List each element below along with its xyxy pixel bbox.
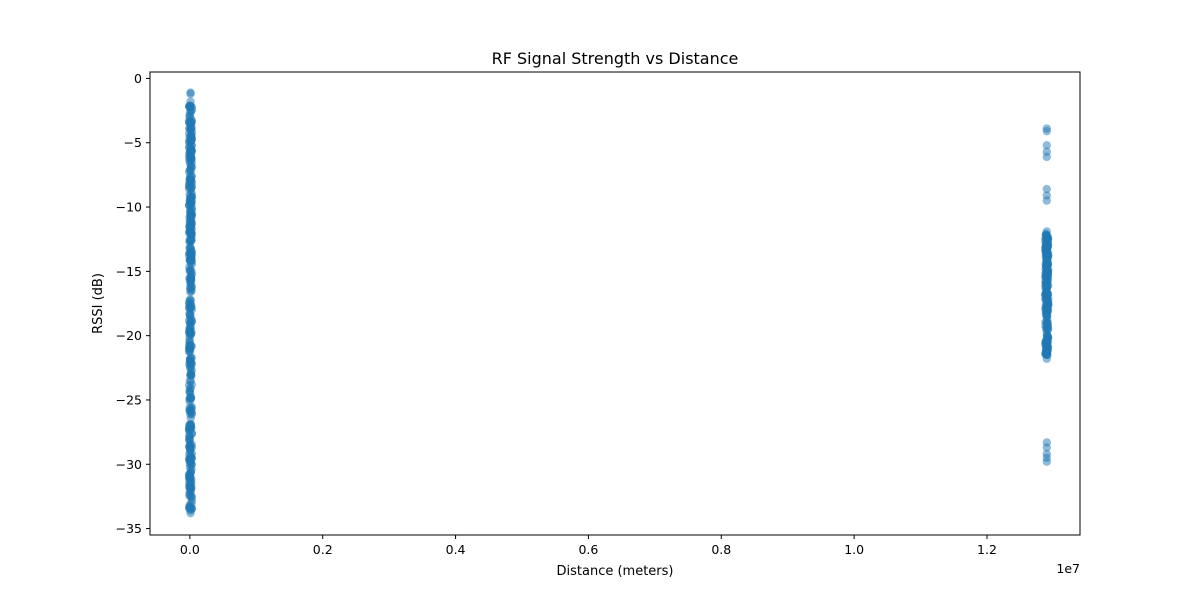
x-tick-label: 0.4 (446, 542, 466, 557)
y-tick-label: −5 (124, 135, 142, 150)
data-point (1042, 354, 1051, 363)
data-point (186, 273, 196, 282)
points-layer (184, 88, 1053, 518)
data-point (1042, 184, 1051, 194)
x-tick-label: 0.2 (313, 542, 333, 557)
data-point (1041, 287, 1051, 297)
data-point (1043, 240, 1053, 250)
data-point (185, 376, 195, 385)
data-point (1041, 263, 1051, 273)
data-point (1041, 278, 1051, 287)
data-point (187, 453, 196, 462)
data-point (187, 134, 196, 143)
data-point (185, 356, 195, 365)
data-point (184, 167, 194, 177)
data-point (1042, 126, 1051, 136)
data-point (185, 470, 194, 479)
data-point (185, 324, 195, 333)
data-point (1043, 253, 1052, 262)
data-point (186, 184, 196, 193)
x-tick-label: 0.0 (180, 542, 200, 557)
data-point (1043, 307, 1052, 316)
y-tick-label: −20 (116, 328, 142, 343)
data-point (186, 483, 195, 493)
data-point (186, 392, 196, 402)
data-point (1042, 271, 1052, 280)
data-point (1042, 233, 1051, 243)
data-point (185, 406, 194, 415)
data-point (184, 423, 194, 432)
data-point (186, 296, 196, 305)
data-point (1042, 152, 1051, 162)
x-tick-label: 1.2 (977, 542, 997, 557)
data-point (186, 197, 195, 206)
data-point (1042, 443, 1051, 452)
y-tick-label: −30 (116, 457, 142, 472)
data-point (186, 146, 195, 155)
y-axis: 0 −5 −10 −15 −20 −25 −30 −35 (116, 71, 150, 536)
data-point (185, 111, 194, 121)
data-point (186, 159, 195, 168)
data-point (187, 230, 196, 239)
data-point (185, 221, 195, 230)
data-point (187, 205, 197, 214)
data-point (1043, 325, 1052, 334)
data-point (187, 283, 196, 292)
y-tick-label: 0 (134, 71, 142, 86)
x-axis: 0.0 0.2 0.4 0.6 0.8 1.0 1.2 (180, 535, 997, 557)
y-tick-label: −10 (116, 200, 142, 215)
data-point (1043, 319, 1053, 328)
x-tick-label: 0.8 (711, 542, 731, 557)
data-point (1043, 338, 1052, 347)
data-point (186, 102, 195, 111)
data-point (186, 252, 196, 262)
data-point (186, 310, 195, 319)
plot-frame (149, 71, 1081, 536)
y-axis-label: RSSI (dB) (91, 273, 106, 334)
data-point (186, 211, 196, 221)
x-axis-label: Distance (meters) (557, 564, 674, 579)
y-tick-label: −35 (116, 521, 142, 536)
chart-title: RF Signal Strength vs Distance (492, 49, 739, 68)
data-point (185, 346, 194, 356)
data-point (186, 265, 195, 274)
x-axis-offset-label: 1e7 (1056, 561, 1080, 576)
data-point (187, 492, 197, 501)
data-point (186, 369, 196, 379)
data-point (1042, 141, 1051, 150)
y-tick-label: −25 (116, 392, 142, 407)
data-point (186, 124, 196, 134)
y-tick-label: −15 (116, 264, 142, 279)
data-point (1042, 196, 1051, 205)
x-tick-label: 0.6 (578, 542, 598, 557)
x-tick-label: 1.0 (844, 542, 864, 557)
data-point (186, 444, 195, 454)
data-point (1042, 227, 1051, 236)
data-point (1042, 457, 1051, 466)
data-point (187, 429, 197, 439)
data-point (186, 506, 195, 515)
data-point (186, 89, 195, 99)
